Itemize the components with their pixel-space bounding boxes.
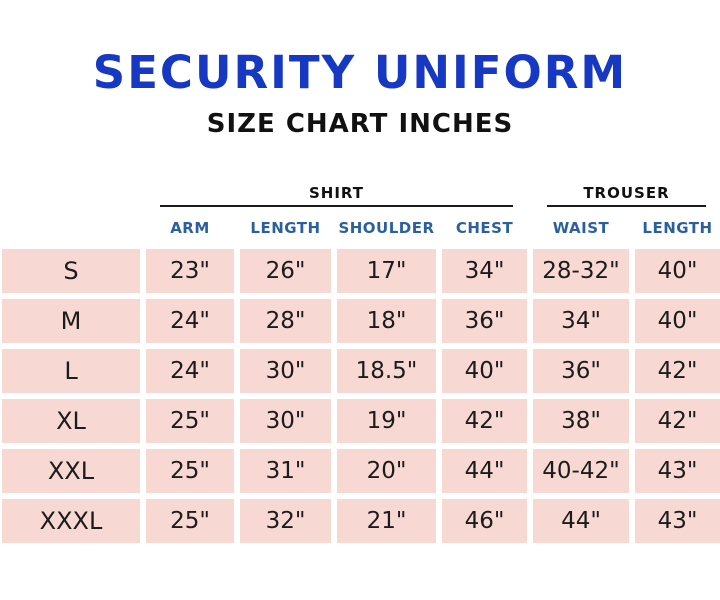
measurement-cell: 44" [442, 449, 527, 493]
group-header-trouser: TROUSER [547, 181, 706, 207]
measurement-cell: 36" [533, 349, 629, 393]
corner-cell-groups [2, 181, 140, 207]
size-row-label: M [2, 299, 140, 343]
measurement-cell: 32" [240, 499, 331, 543]
column-header-shoulder: SHOULDER [338, 219, 435, 237]
measurement-cell: 42" [635, 399, 720, 443]
measurement-cell: 21" [337, 499, 436, 543]
measurement-cell: 28-32" [533, 249, 629, 293]
measurement-cell: 25" [146, 399, 234, 443]
column-header-chest: CHEST [455, 219, 514, 237]
column-header-arm: ARM [170, 219, 210, 237]
measurement-cell: 43" [635, 499, 720, 543]
measurement-cell: 42" [442, 399, 527, 443]
size-row-label: S [2, 249, 140, 293]
measurement-cell: 25" [146, 449, 234, 493]
group-label-shirt: SHIRT [308, 184, 365, 202]
measurement-cell: 31" [240, 449, 331, 493]
measurement-cell: 25" [146, 499, 234, 543]
measurement-cell: 40-42" [533, 449, 629, 493]
measurement-cell: 40" [442, 349, 527, 393]
measurement-cell: 30" [240, 399, 331, 443]
measurement-cell: 38" [533, 399, 629, 443]
measurement-cell: 18.5" [337, 349, 436, 393]
group-header-shirt: SHIRT [160, 181, 513, 207]
measurement-cell: 34" [442, 249, 527, 293]
group-label-trouser: TROUSER [583, 184, 670, 202]
measurement-cell: 34" [533, 299, 629, 343]
measurement-cell: 40" [635, 299, 720, 343]
measurement-cell: 44" [533, 499, 629, 543]
measurement-cell: 30" [240, 349, 331, 393]
measurement-cell: 46" [442, 499, 527, 543]
column-header-trouser-length: LENGTH [642, 219, 713, 237]
size-row-label: XL [2, 399, 140, 443]
column-header-shirt-length: LENGTH [250, 219, 321, 237]
page-subtitle: SIZE CHART INCHES [206, 109, 514, 139]
measurement-cell: 24" [146, 299, 234, 343]
column-header-waist: WAIST [552, 219, 610, 237]
corner-cell-columns [2, 213, 140, 243]
measurement-cell: 26" [240, 249, 331, 293]
measurement-cell: 36" [442, 299, 527, 343]
size-chart-grid: SHIRT TROUSER ARM LENGTH SHOULDER CHEST … [0, 181, 720, 543]
measurement-cell: 20" [337, 449, 436, 493]
measurement-cell: 23" [146, 249, 234, 293]
measurement-cell: 28" [240, 299, 331, 343]
measurement-cell: 19" [337, 399, 436, 443]
size-row-label: L [2, 349, 140, 393]
measurement-cell: 18" [337, 299, 436, 343]
measurement-cell: 42" [635, 349, 720, 393]
page-title: SECURITY UNIFORM [92, 46, 628, 99]
size-row-label: XXL [2, 449, 140, 493]
measurement-cell: 17" [337, 249, 436, 293]
measurement-cell: 43" [635, 449, 720, 493]
measurement-cell: 40" [635, 249, 720, 293]
size-row-label: XXXL [2, 499, 140, 543]
measurement-cell: 24" [146, 349, 234, 393]
